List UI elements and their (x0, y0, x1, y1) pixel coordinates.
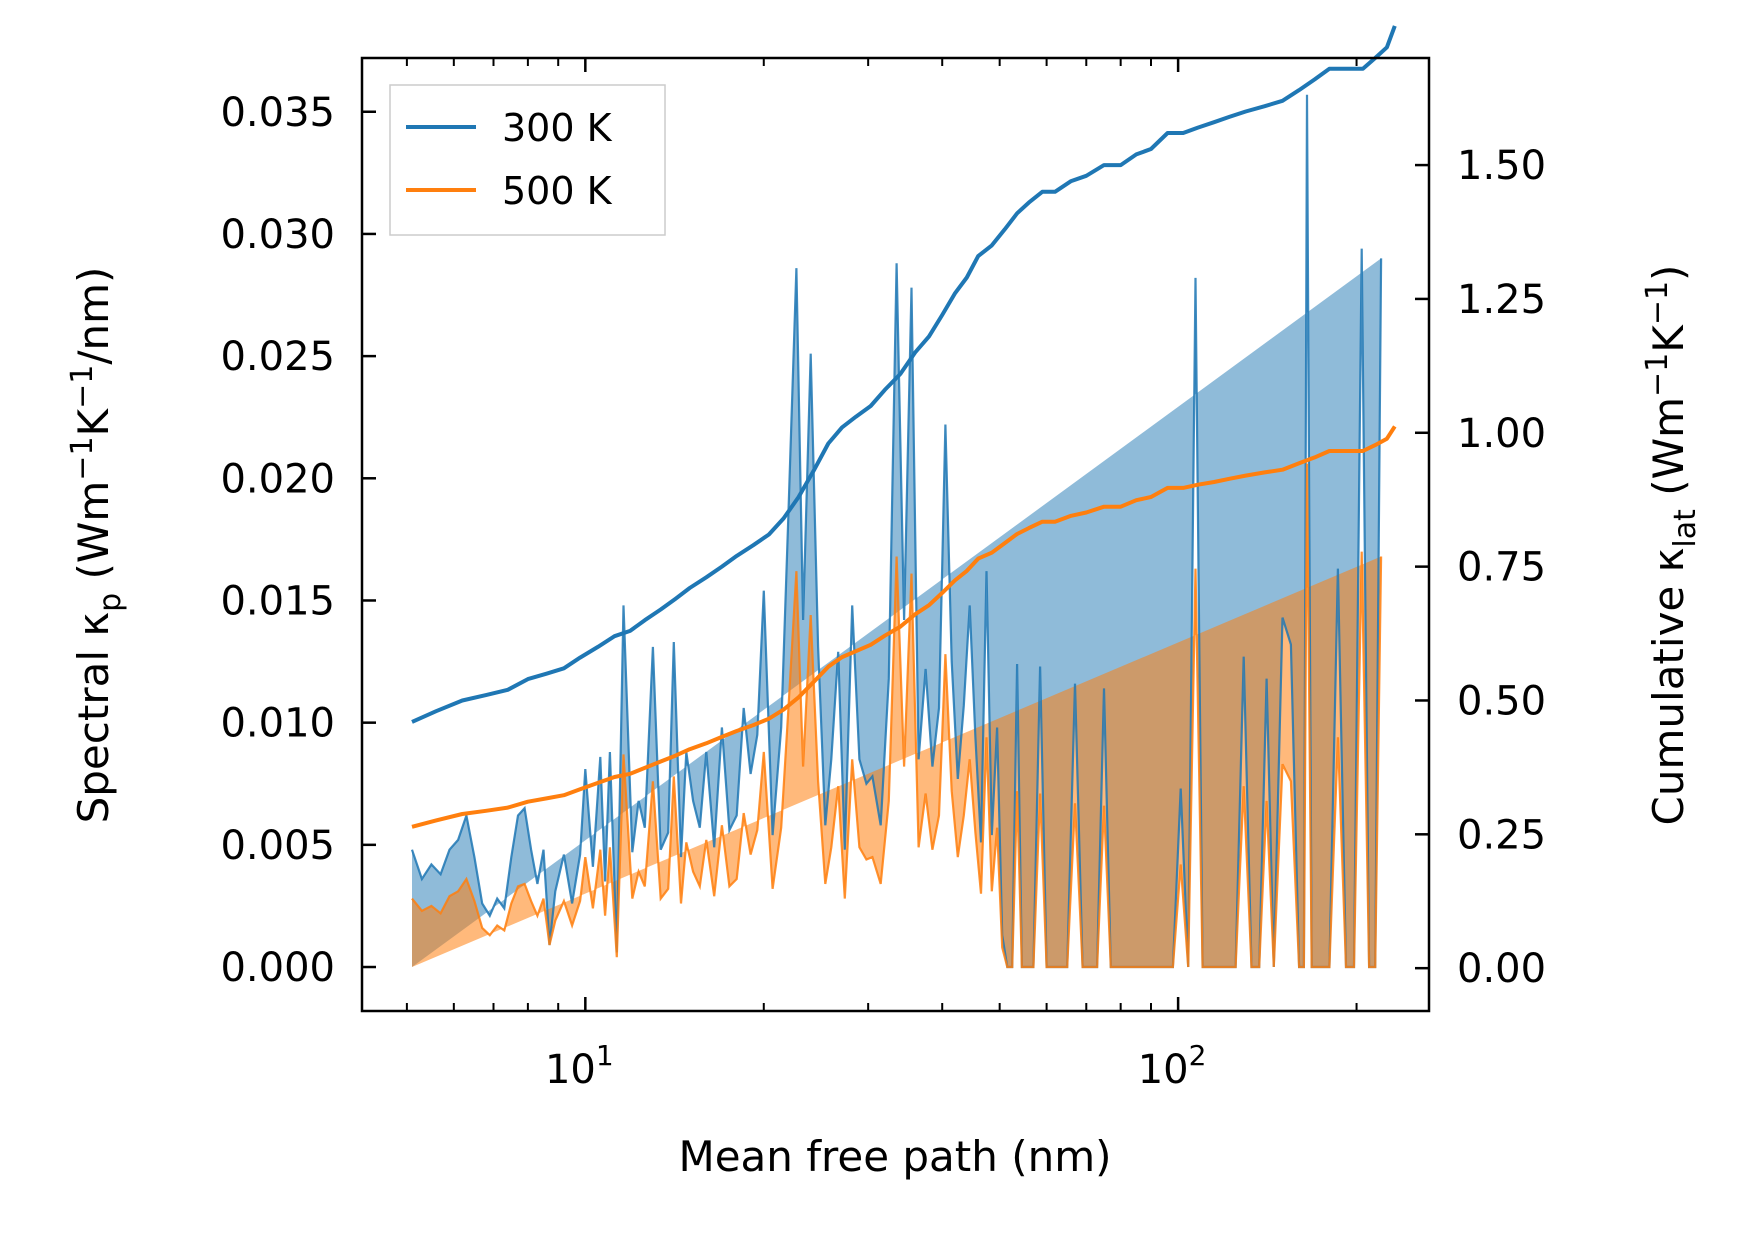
x-tick-label: 101 (545, 1039, 614, 1093)
y-axis-title-left: Spectral κp (Wm−1K−1/nm) (65, 267, 128, 824)
cumulative-line-300k (411, 25, 1397, 724)
plot-frame (360, 56, 1431, 1013)
y-left-tick-label: 0.005 (220, 823, 335, 869)
cumulative-line-500k (411, 425, 1397, 829)
spectral-line-layer (410, 94, 1383, 969)
tick-layer: 101 102 0.000 0.005 0.010 0.015 0.020 0.025 0.03… (220, 58, 1546, 1093)
legend-box (389, 84, 666, 236)
y-right-tick-label: 0.50 (1457, 678, 1546, 724)
y-left-tick-label: 0.000 (220, 945, 335, 991)
y-right-tick-label: 0.75 (1457, 545, 1546, 591)
y-left-tick-label: 0.015 (220, 578, 335, 624)
y-axis-title-right: Cumulative κlat (Wm−1K−1) (1640, 265, 1703, 826)
y-right-tick-label: 1.00 (1457, 411, 1546, 457)
fill-layer (412, 94, 1382, 967)
x-axis-title: Mean free path (nm) (678, 1132, 1111, 1181)
y-right-tick-label: 0.00 (1457, 946, 1546, 992)
y-right-tick-label: 1.25 (1457, 277, 1546, 323)
y-right-tick-label: 1.50 (1457, 143, 1546, 189)
y-left-tick-label: 0.030 (220, 212, 335, 258)
y-left-tick-label: 0.035 (220, 90, 335, 136)
legend-label-500k: 500 K (502, 169, 613, 213)
spectral-fill-500k (412, 463, 1382, 967)
legend: 300 K 500 K (389, 84, 666, 236)
cumulative-line-layer (411, 25, 1397, 829)
spectral-line-500k (411, 463, 1383, 969)
y-right-tick-label: 0.25 (1457, 812, 1546, 858)
y-left-tick-label: 0.020 (220, 456, 335, 502)
y-left-tick-label: 0.025 (220, 334, 335, 380)
y-left-tick-label: 0.010 (220, 701, 335, 747)
x-tick-label: 102 (1138, 1039, 1207, 1093)
legend-label-300k: 300 K (502, 106, 613, 150)
